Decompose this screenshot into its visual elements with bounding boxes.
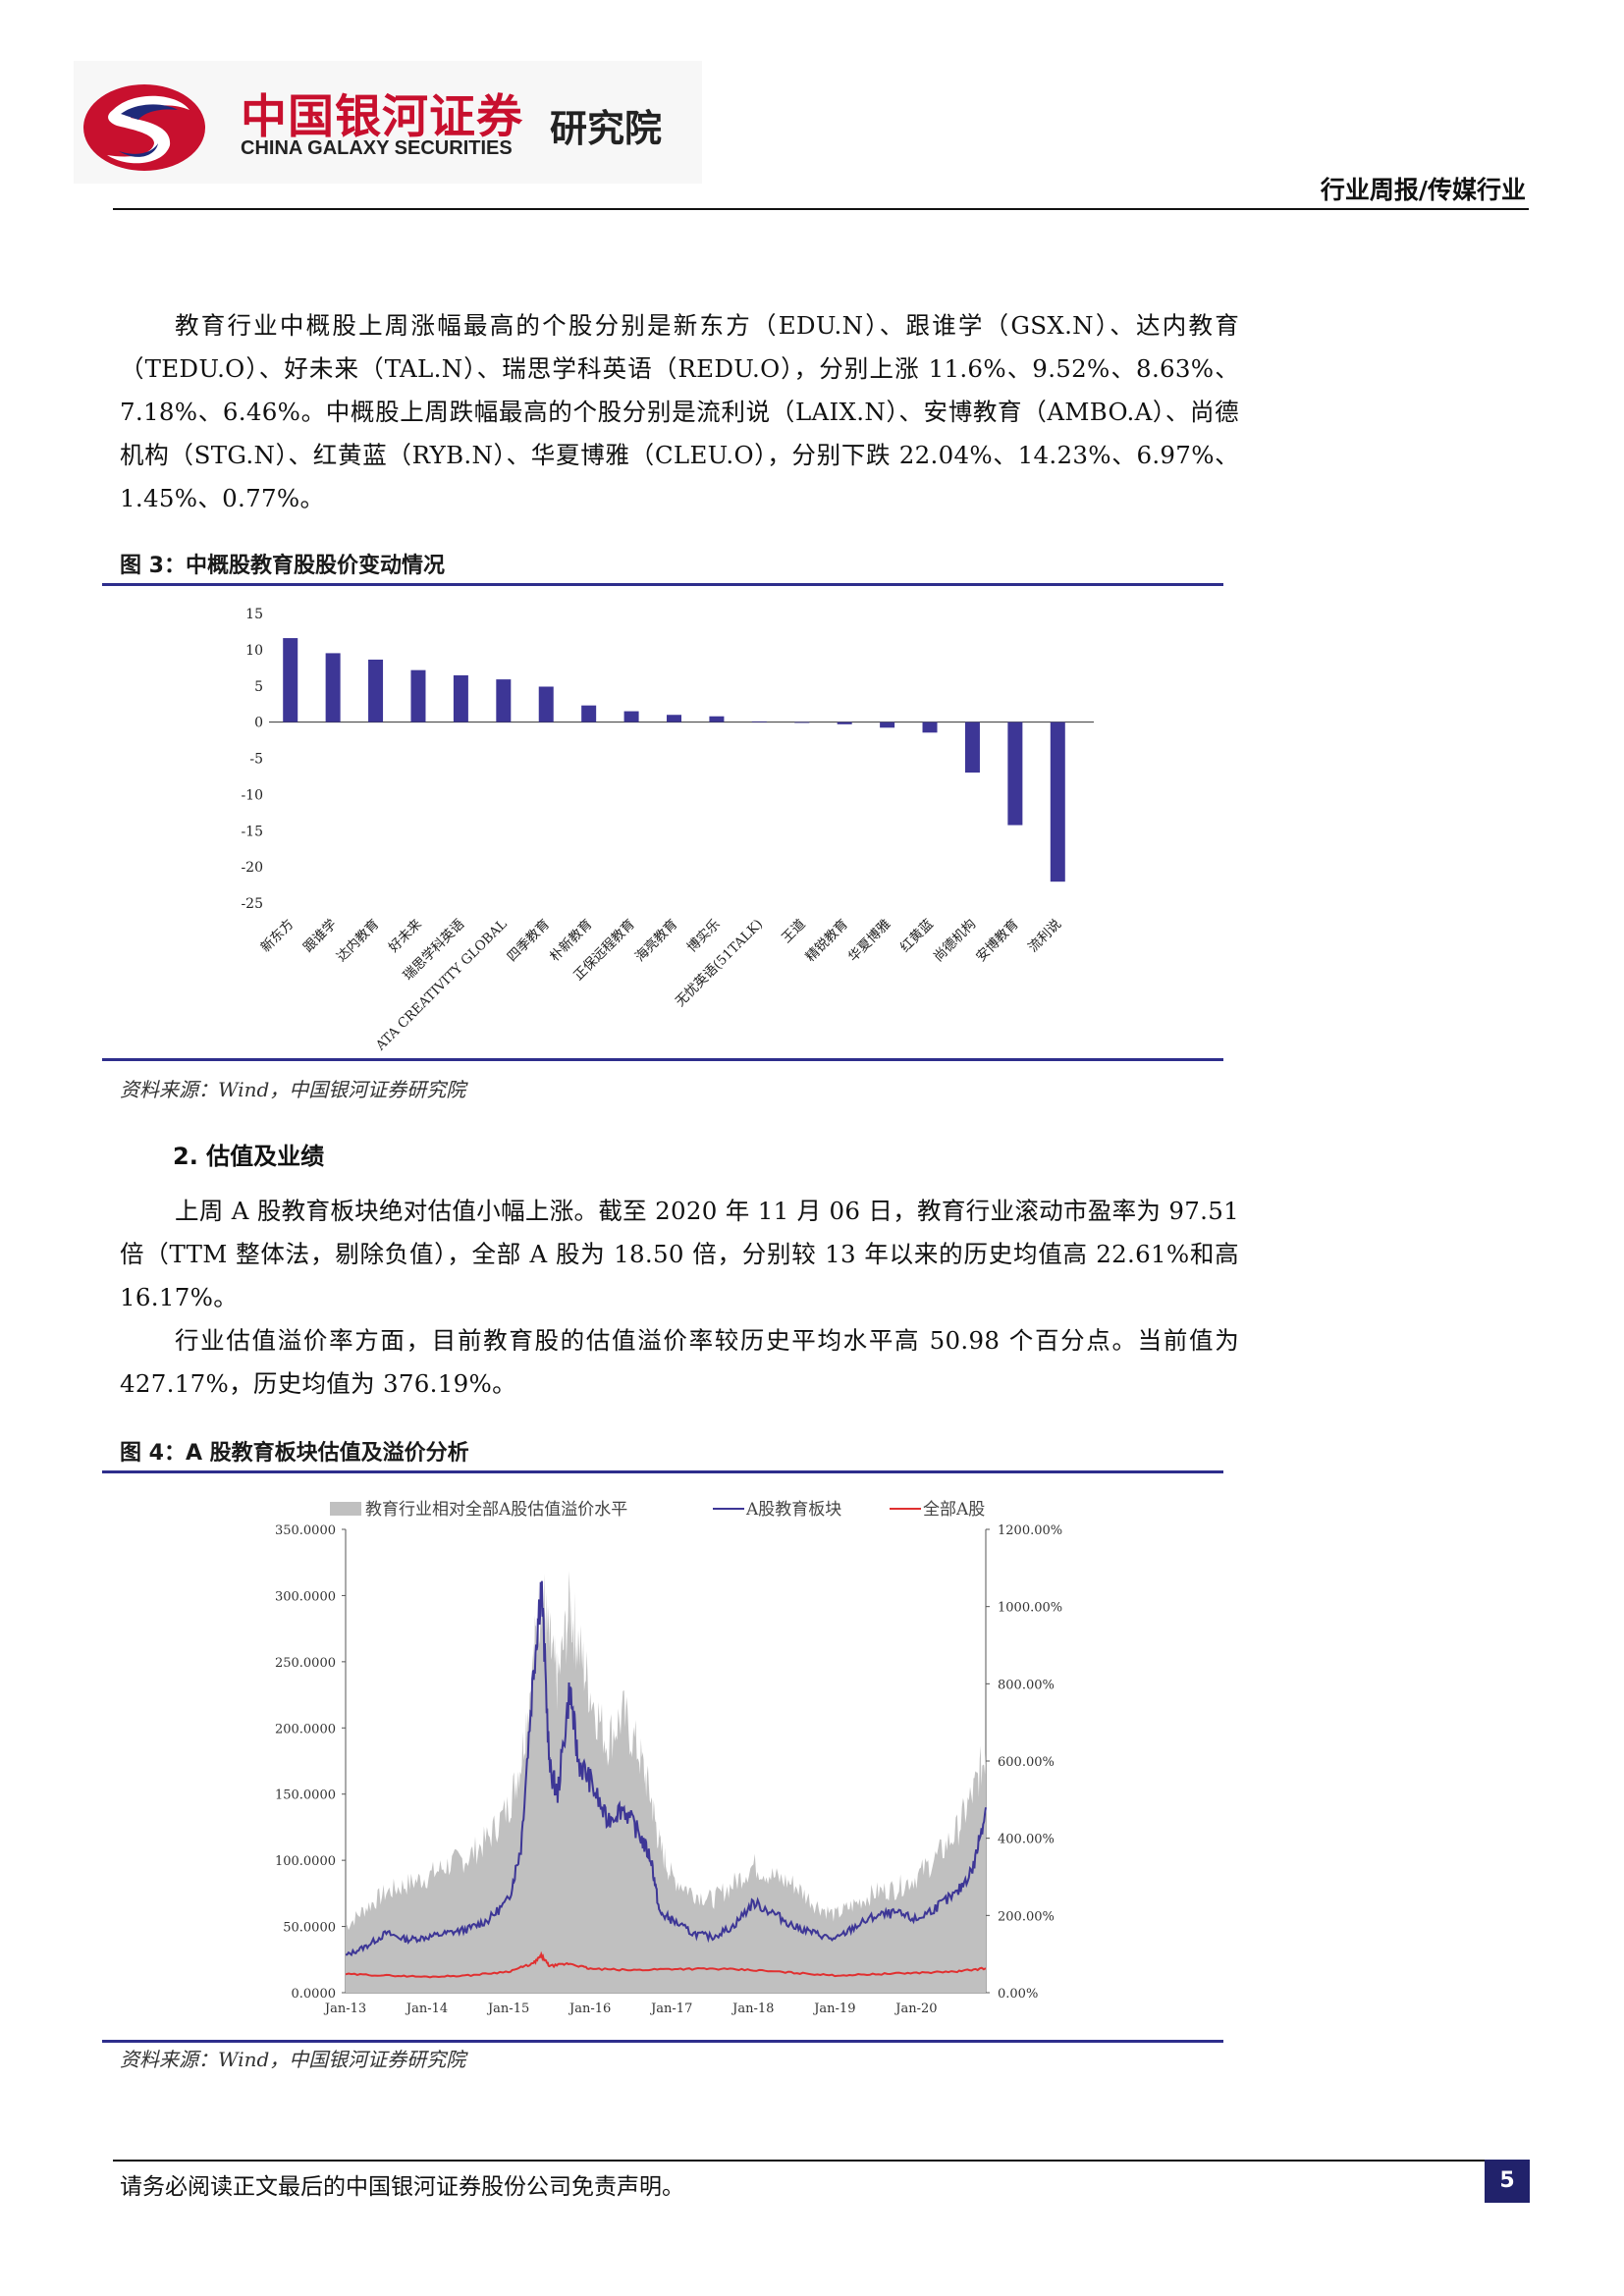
legend-label: A股教育板块	[745, 1500, 841, 1520]
bar	[751, 721, 767, 722]
y-tick-label: -20	[241, 860, 263, 876]
page-number: 5	[1485, 2160, 1530, 2203]
brand-name-en: CHINA GALAXY SECURITIES	[241, 137, 513, 159]
bar	[368, 659, 384, 722]
footer-disclaimer: 请务必阅读正文最后的中国银河证券股份公司免责声明。	[120, 2174, 684, 2200]
x-tick-label: Jan-18	[731, 2002, 774, 2016]
x-tick-label: 安博教育	[972, 916, 1021, 965]
figure-4-source: 资料来源：Wind，中国银河证券研究院	[120, 2048, 466, 2071]
bar	[325, 653, 341, 722]
x-tick-label: 王道	[779, 917, 808, 946]
y-tick-label: 0	[254, 716, 263, 731]
footer-divider	[113, 2160, 1529, 2162]
x-tick-label: 博实乐	[683, 916, 724, 956]
figure-4-top-rule	[102, 1470, 1223, 1473]
bar	[410, 669, 426, 722]
right-tick-label: 1000.00%	[998, 1601, 1062, 1616]
y-tick-label: -15	[241, 824, 263, 839]
x-tick-label: 四季教育	[505, 917, 553, 965]
left-tick-label: 300.0000	[275, 1589, 336, 1604]
bar	[709, 716, 725, 722]
figure-4-bottom-rule	[102, 2040, 1223, 2043]
bar	[794, 721, 810, 723]
legend-swatch-area	[330, 1502, 361, 1516]
bar	[453, 674, 468, 722]
right-tick-label: 1200.00%	[998, 1523, 1062, 1538]
x-tick-label: 尚德机构	[931, 917, 979, 965]
right-tick-label: 600.00%	[998, 1755, 1055, 1770]
bar	[283, 638, 298, 722]
paragraph-3-text: 行业估值溢价率方面，目前教育股的估值溢价率较历史平均水平高 50.98 个百分点…	[120, 1326, 1239, 1398]
figure-3-bottom-rule	[102, 1058, 1223, 1061]
section-2-title: 2. 估值及业绩	[173, 1143, 325, 1170]
header-logo-block: 中国银河证券 CHINA GALAXY SECURITIES 研究院	[74, 61, 702, 184]
bar	[581, 705, 597, 722]
y-tick-label: -10	[241, 787, 263, 803]
figure-3-source: 资料来源：Wind，中国银河证券研究院	[120, 1078, 466, 1101]
x-tick-label: 跟谁学	[300, 917, 340, 956]
galaxy-logo-icon	[83, 84, 205, 171]
figure-3-title: 图 3：中概股教育股股价变动情况	[120, 554, 445, 578]
bar	[922, 721, 938, 733]
x-tick-label: Jan-20	[893, 2002, 937, 2016]
legend-label: 全部A股	[923, 1500, 985, 1520]
right-tick-label: 400.00%	[998, 1833, 1055, 1847]
x-tick-label: 海亮教育	[631, 916, 680, 965]
x-tick-label: Jan-13	[323, 2002, 366, 2016]
bar	[880, 721, 895, 728]
y-tick-label: 10	[245, 643, 263, 659]
brand-name-cn: 中国银河证券	[241, 90, 523, 144]
y-tick-label: -25	[241, 896, 263, 912]
paragraph-valuation: 上周 A 股教育板块绝对估值小幅上涨。截至 2020 年 11 月 06 日，教…	[120, 1190, 1239, 1406]
x-tick-label: 红黄蓝	[897, 917, 937, 956]
right-tick-label: 800.00%	[998, 1678, 1055, 1692]
x-tick-label: 华夏博雅	[844, 916, 893, 965]
bar	[623, 711, 639, 722]
y-tick-label: 5	[254, 679, 263, 695]
bar	[1007, 721, 1023, 826]
x-tick-label: Jan-17	[649, 2002, 692, 2016]
bar	[964, 721, 980, 774]
left-tick-label: 250.0000	[275, 1656, 336, 1671]
paragraph-2-text: 上周 A 股教育板块绝对估值小幅上涨。截至 2020 年 11 月 06 日，教…	[120, 1197, 1239, 1311]
left-tick-label: 200.0000	[275, 1722, 336, 1736]
series-line-edu	[346, 1580, 987, 1957]
x-tick-label: 新东方	[258, 917, 298, 956]
x-tick-label: 流利说	[1025, 917, 1064, 956]
bar	[667, 715, 681, 722]
bar	[1050, 721, 1065, 882]
x-tick-label: Jan-19	[812, 2002, 855, 2016]
x-tick-label: 达内教育	[334, 917, 382, 965]
left-tick-label: 350.0000	[275, 1523, 336, 1538]
brand-institute: 研究院	[550, 107, 663, 150]
figure-4-valuation-chart: 教育行业相对全部A股估值溢价水平 A股教育板块 全部A股 350.0000 300.00…	[275, 1500, 1062, 2016]
x-tick-label: Jan-15	[486, 2002, 529, 2016]
figure-4-title: 图 4：A 股教育板块估值及溢价分析	[120, 1441, 469, 1466]
right-tick-label: 0.00%	[998, 1987, 1038, 2002]
x-tick-label: Jan-14	[405, 2002, 448, 2016]
series-area-premium	[346, 1571, 986, 1993]
y-tick-label: 15	[245, 607, 263, 622]
x-tick-label: 精锐教育	[803, 917, 851, 965]
paragraph-1-text: 教育行业中概股上周涨幅最高的个股分别是新东方（EDU.N）、跟谁学（GSX.N）…	[120, 311, 1239, 512]
left-tick-label: 50.0000	[283, 1921, 336, 1936]
left-tick-label: 150.0000	[275, 1789, 336, 1803]
y-tick-label: -5	[249, 752, 263, 768]
header-divider	[113, 208, 1529, 210]
bar	[496, 679, 512, 722]
paragraph-cn-stocks: 教育行业中概股上周涨幅最高的个股分别是新东方（EDU.N）、跟谁学（GSX.N）…	[120, 304, 1239, 520]
figure-3-top-rule	[102, 583, 1223, 586]
left-tick-label: 0.0000	[292, 1987, 337, 2002]
series-line-all-a	[345, 1950, 987, 1979]
right-tick-label: 200.00%	[998, 1909, 1055, 1924]
bar	[837, 721, 852, 724]
legend-label: 教育行业相对全部A股估值溢价水平	[365, 1500, 627, 1520]
x-tick-label: 好未来	[386, 916, 425, 955]
left-tick-label: 100.0000	[275, 1854, 336, 1869]
report-type: 行业周报/传媒行业	[1320, 176, 1526, 204]
bar	[538, 686, 554, 722]
x-tick-label: Jan-16	[568, 2002, 611, 2016]
